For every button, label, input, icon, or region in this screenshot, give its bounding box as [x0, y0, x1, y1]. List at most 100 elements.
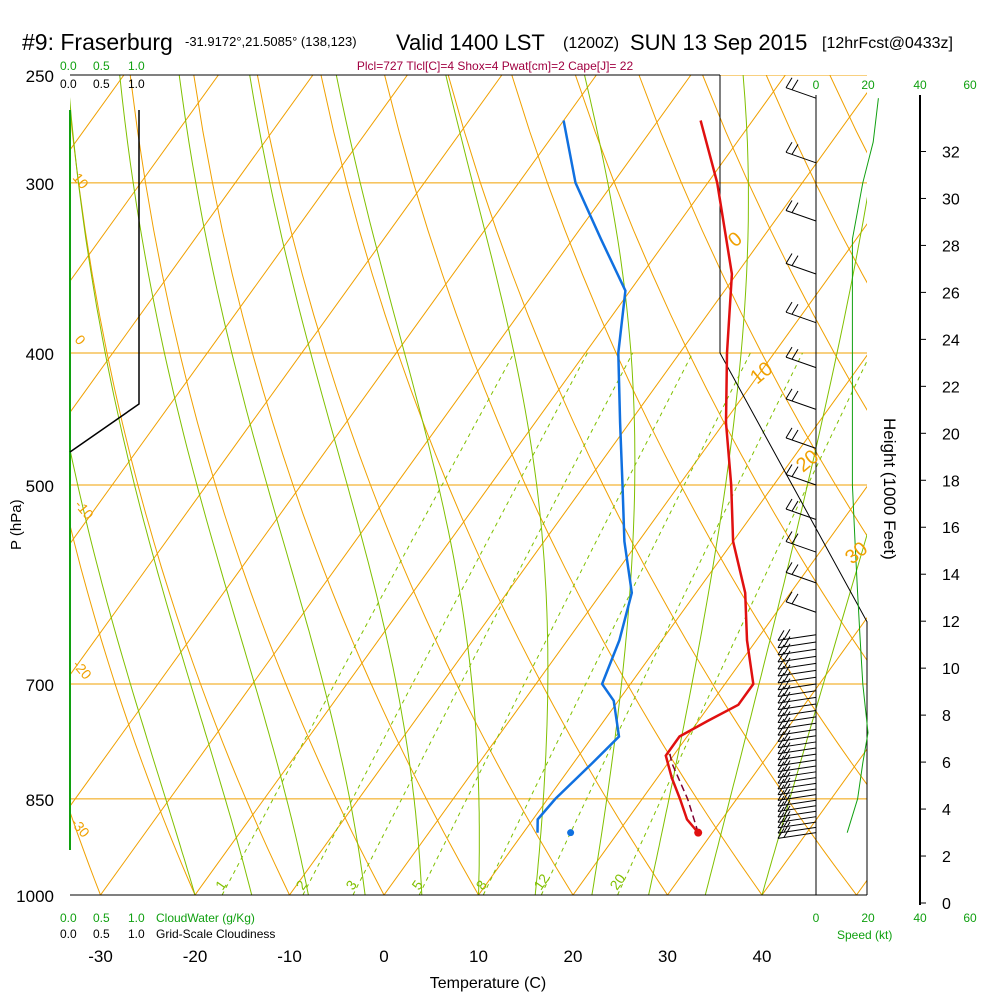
speed-tick-top: 40: [913, 78, 927, 92]
wind-barb-flag: [783, 794, 791, 806]
wind-barb-flag: [785, 346, 793, 358]
wind-barb-flag: [777, 767, 785, 778]
wind-barb-flag: [785, 77, 793, 88]
mixing-ratio-label: 20: [606, 871, 628, 893]
wind-barb-flag: [783, 704, 791, 716]
isotherm-line: [70, 75, 219, 282]
wind-barb-flag: [785, 200, 793, 211]
wind-barb-flag: [777, 749, 785, 761]
wind-barb-flag: [777, 773, 785, 784]
pressure-tick-label: 500: [26, 477, 54, 496]
speed-tick-bottom: 60: [963, 911, 977, 925]
wind-barb-flag: [783, 711, 791, 722]
dry-adiabat-label: 10: [70, 170, 92, 192]
height-axis-title: Height (1000 Feet): [880, 418, 899, 560]
isotherm-line: [478, 354, 867, 895]
dry-adiabat-label: 0: [72, 332, 89, 348]
height-tick-label: 28: [942, 238, 960, 255]
height-tick-label: 14: [942, 567, 960, 584]
wind-barb-flag: [777, 795, 785, 807]
station-title: #9: Fraserburg: [22, 29, 173, 55]
wind-barb-flag: [777, 692, 785, 704]
pressure-tick-label: 250: [26, 67, 54, 86]
wind-barb-flag: [783, 730, 791, 741]
wind-barb-flag: [777, 699, 785, 710]
temperature-tick-label: 40: [753, 947, 772, 966]
cloudwater-tick-bottom-2: 1.0: [128, 911, 145, 925]
wind-barb-flag: [785, 498, 793, 510]
isotherm-line: [761, 748, 867, 895]
wind-barb-flag: [777, 790, 785, 801]
isotherm-line: [70, 75, 408, 545]
wind-barb: [785, 210, 817, 222]
moist-adiabat-line: [335, 75, 480, 895]
wind-barb-flag: [785, 464, 793, 475]
wind-barb-flag: [777, 743, 785, 754]
wind-barb: [785, 263, 817, 275]
mixing-ratio-label: 12: [530, 871, 552, 893]
wind-barb-flag: [777, 784, 785, 796]
cloudiness-tick-bottom-1: 0.5: [93, 927, 110, 941]
wind-barb-flag: [783, 736, 791, 747]
wind-barb-flag: [783, 636, 791, 647]
wind-barb-flag: [791, 429, 799, 441]
wind-barb-flag: [783, 754, 791, 765]
valid-time: Valid 1400 LST: [396, 30, 545, 55]
wind-barb-flag: [777, 712, 785, 723]
height-tick-label: 12: [942, 614, 960, 631]
wind-barb-flag: [785, 591, 793, 602]
wind-barb-flag: [783, 650, 791, 662]
wind-barb-flag: [791, 564, 799, 575]
mixing-ratio-label: 5: [408, 877, 426, 893]
wind-barb-flag: [785, 531, 793, 542]
wind-barb: [777, 788, 817, 796]
pressure-tick-label: 850: [26, 791, 54, 810]
height-tick-label: 32: [942, 144, 960, 161]
wind-barb-flag: [785, 301, 793, 313]
wind-barb-flag: [777, 658, 785, 670]
wind-barb-flag: [783, 698, 791, 709]
cloudiness-profile: [69, 110, 140, 453]
wind-barb-flag: [783, 821, 791, 833]
wind-barb-flag: [785, 388, 793, 400]
moist-adiabat-line: [704, 196, 867, 895]
cloudwater-tick-top-0: 0.0: [60, 59, 77, 73]
dry-adiabat-line: [70, 810, 101, 895]
zulu-time: (1200Z): [563, 35, 619, 52]
wind-barb-flag: [777, 812, 785, 823]
dry-adiabat-line: [957, 75, 1000, 895]
wind-barb: [785, 437, 817, 449]
pressure-tick-label: 700: [26, 676, 54, 695]
mixing-ratio-label: 3: [342, 877, 360, 893]
height-tick-label: 26: [942, 285, 960, 302]
cloudwater-tick-top-1: 0.5: [93, 59, 110, 73]
speed-axis-label: Speed (kt): [837, 928, 892, 942]
wind-barb-flag: [777, 761, 785, 772]
dry-adiabat-line: [574, 75, 867, 662]
dry-adiabat-line: [638, 75, 867, 537]
wind-barb-flag: [783, 664, 791, 676]
wind-barb-flag: [783, 788, 791, 800]
wind-barb-flag: [777, 828, 785, 839]
wind-barb-flag: [791, 304, 799, 315]
y-axis-title: P (hPa): [8, 499, 25, 550]
isotherm-line: [383, 223, 867, 895]
height-tick-label: 4: [942, 802, 951, 819]
wind-barb-flag: [791, 500, 799, 512]
wind-barb-flag: [783, 771, 791, 783]
dry-adiabat-label: -20: [70, 657, 95, 683]
wind-barb-flag: [783, 742, 791, 753]
wind-barb-flag: [783, 783, 791, 794]
cloudiness-tick-top-2: 1.0: [128, 77, 145, 91]
height-tick-label: 30: [942, 191, 960, 208]
moist-adiabat-line: [249, 75, 423, 895]
mixing-ratio-line: [352, 352, 634, 895]
wind-barb-flag: [791, 533, 799, 544]
mixing-ratio-label: 8: [472, 877, 490, 893]
sounding-indices: Plcl=727 Tlcl[C]=4 Shox=4 Pwat[cm]=2 Cap…: [357, 59, 634, 73]
cloudwater-label: CloudWater (g/Kg): [156, 911, 255, 925]
speed-tick-top: 20: [861, 78, 875, 92]
wind-barb: [785, 541, 817, 553]
wind-barb: [785, 151, 817, 164]
temperature-tick-label: 30: [658, 947, 677, 966]
